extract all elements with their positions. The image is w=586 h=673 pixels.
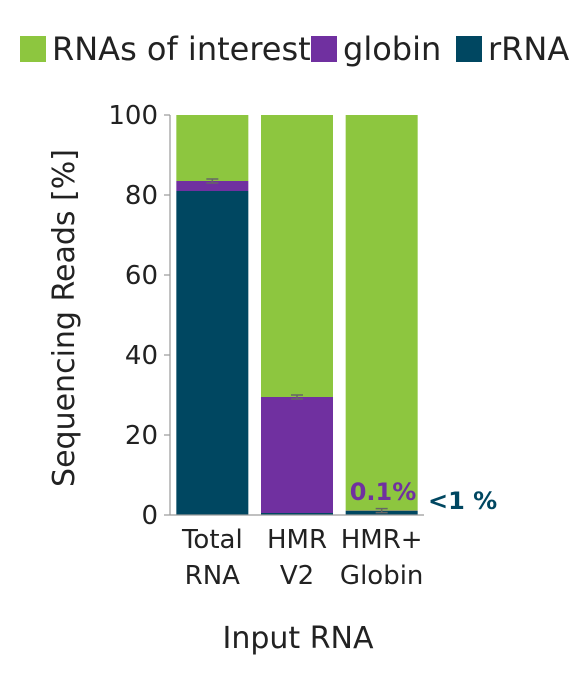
x-category-label: RNA bbox=[185, 561, 241, 591]
bar-segment-rnas-of-interest bbox=[176, 115, 249, 181]
bar-segment-globin bbox=[176, 181, 249, 191]
x-axis: Total RNA HMR V2 HMR+ Globin bbox=[181, 525, 423, 591]
y-tick-label: 100 bbox=[108, 101, 158, 131]
y-axis-title: Sequencing Reads [%] bbox=[47, 149, 82, 487]
bar-segment-rnas-of-interest bbox=[261, 115, 333, 397]
y-tick-label: 20 bbox=[125, 421, 158, 451]
y-axis: 0 20 40 60 80 100 bbox=[108, 101, 171, 531]
bar-segment-globin bbox=[261, 397, 333, 513]
bar-segment-rnas-of-interest bbox=[345, 115, 418, 511]
legend-label-globin: globin bbox=[343, 30, 441, 68]
y-tick-label: 80 bbox=[125, 181, 158, 211]
y-tick-label: 0 bbox=[141, 501, 158, 531]
y-tick-label: 40 bbox=[125, 341, 158, 371]
x-category-label: V2 bbox=[280, 561, 314, 591]
x-category-label: HMR+ bbox=[341, 525, 423, 555]
legend-swatch-rnas-of-interest bbox=[20, 36, 46, 62]
x-axis-title: Input RNA bbox=[222, 621, 374, 656]
annotation-rrna-percent: <1 % bbox=[428, 487, 497, 515]
legend: RNAs of interest globin rRNA bbox=[20, 30, 569, 68]
x-category-label: Globin bbox=[340, 561, 423, 591]
bar-segment-rrna bbox=[261, 513, 333, 515]
y-tick-label: 60 bbox=[125, 261, 158, 291]
x-category-label: HMR bbox=[267, 525, 327, 555]
annotation-globin-percent: 0.1% bbox=[350, 478, 417, 506]
bar-segment-rrna bbox=[176, 191, 249, 515]
legend-swatch-globin bbox=[311, 36, 337, 62]
plot-area bbox=[170, 115, 424, 516]
x-category-label: Total bbox=[181, 525, 243, 555]
legend-label-rrna: rRNA bbox=[488, 30, 569, 68]
legend-label-rnas-of-interest: RNAs of interest bbox=[52, 30, 311, 68]
legend-swatch-rrna bbox=[456, 36, 482, 62]
